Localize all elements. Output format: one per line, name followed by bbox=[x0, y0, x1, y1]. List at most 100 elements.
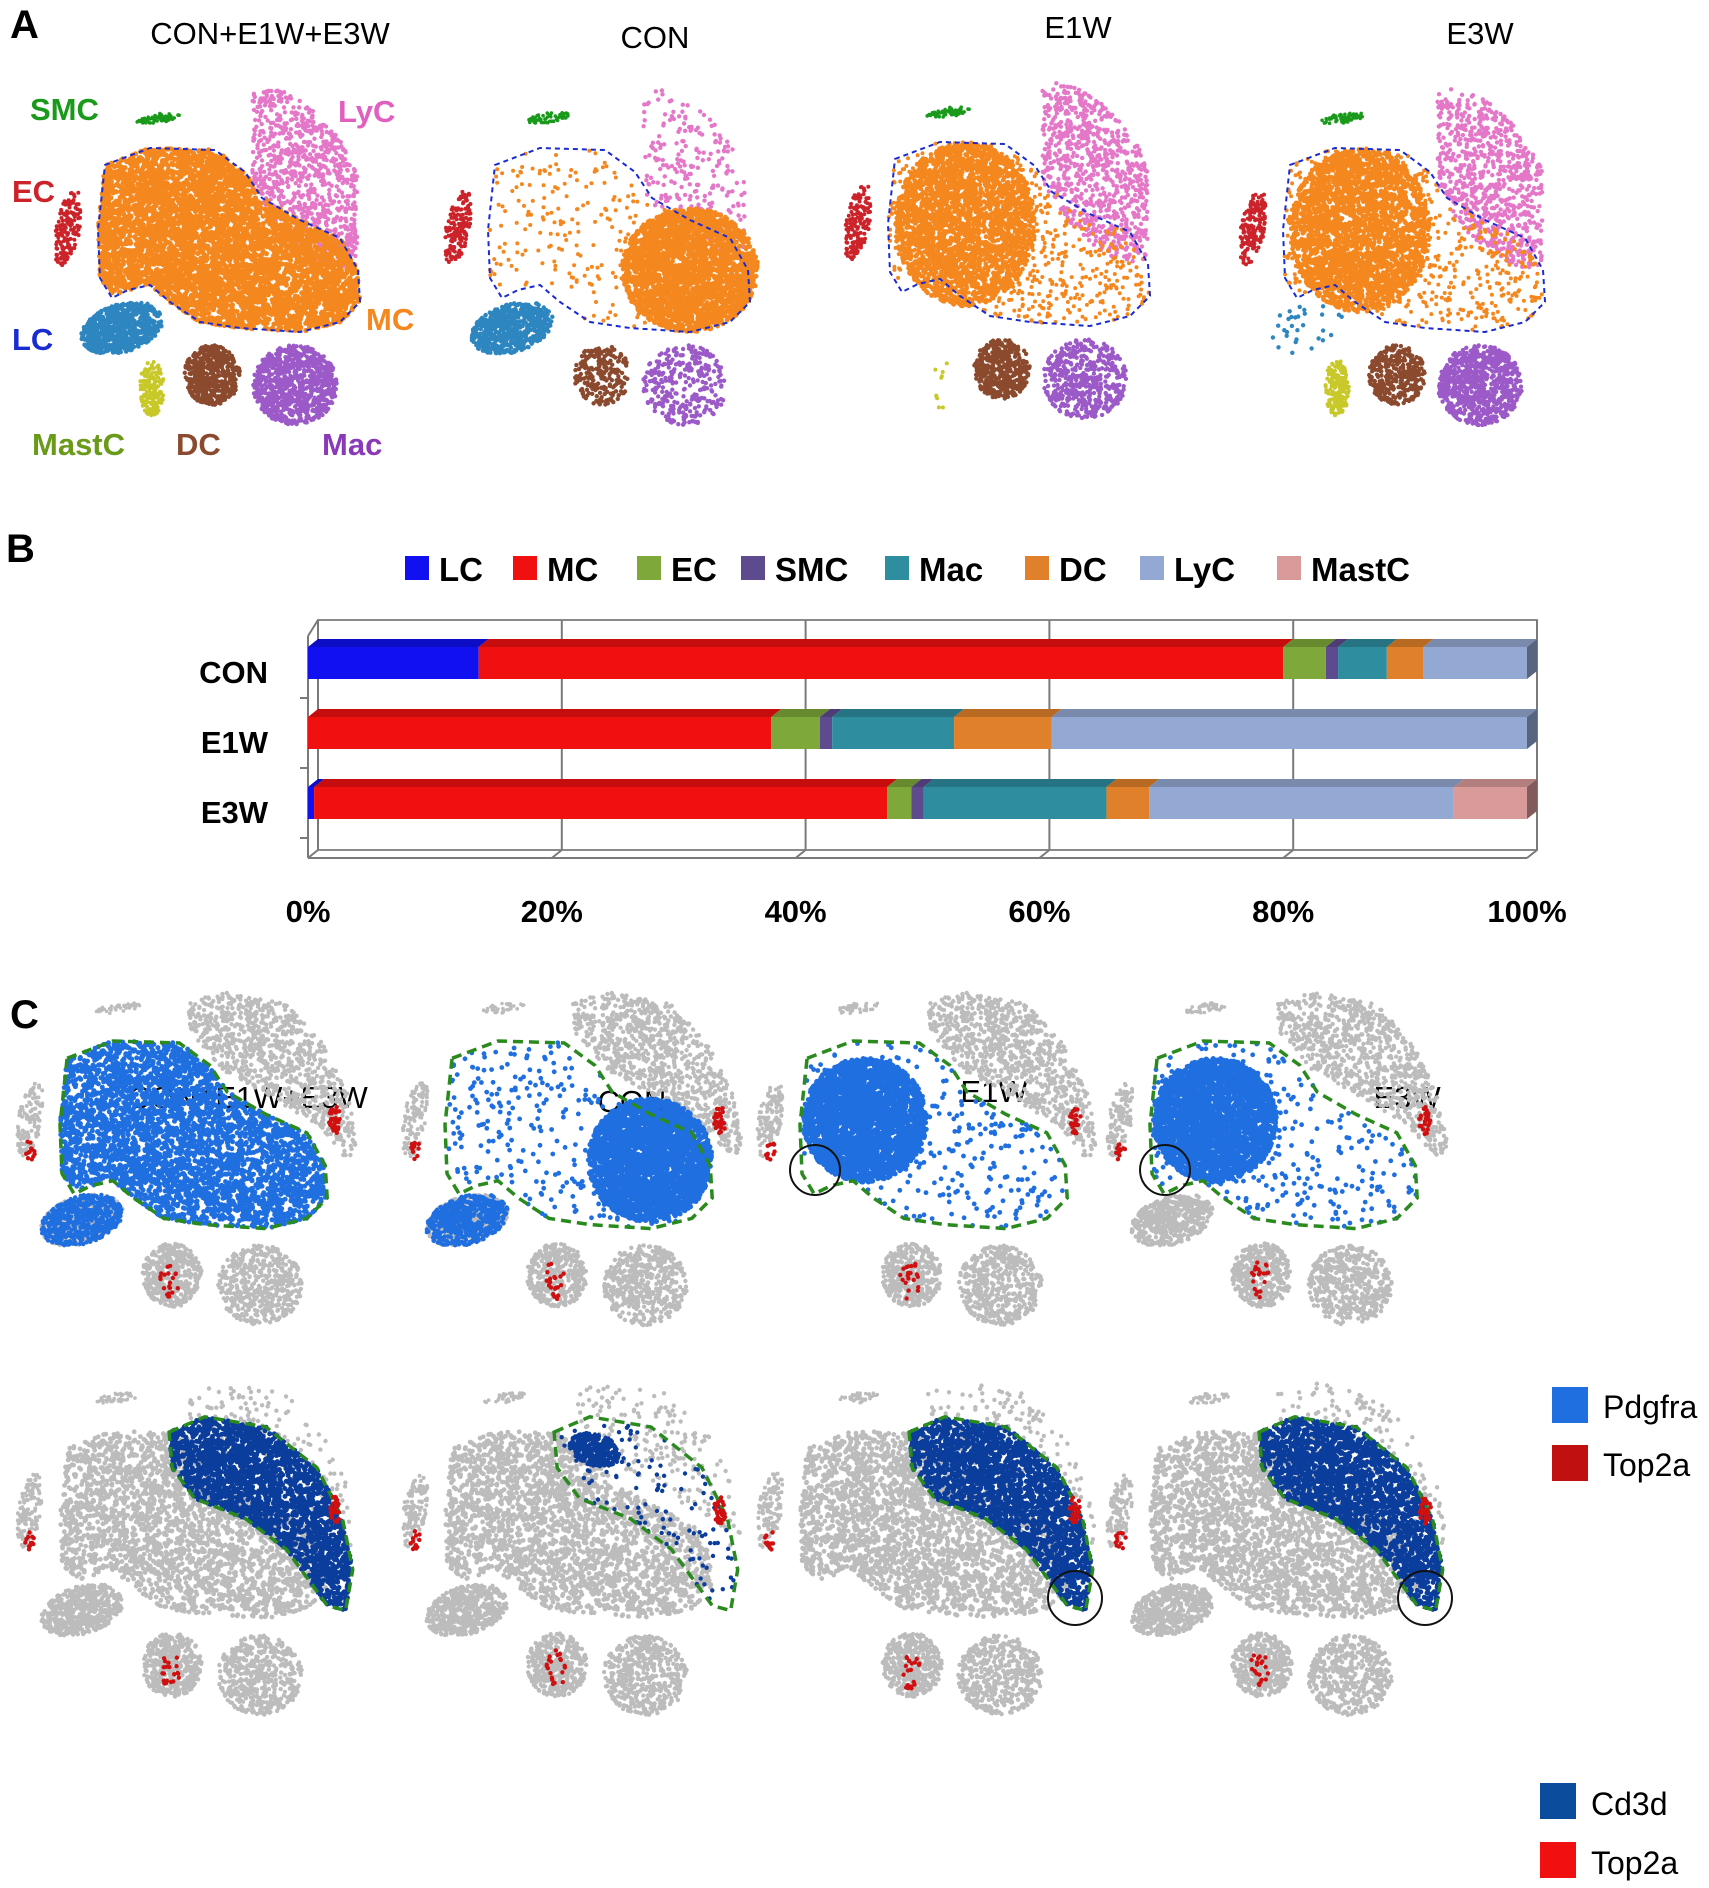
gray-dc-cells-points bbox=[525, 1242, 589, 1309]
gray-ec-cells bbox=[15, 1081, 45, 1158]
x-tick-label: 20% bbox=[521, 894, 583, 929]
cd3d-points bbox=[908, 1416, 1094, 1612]
cd3d-outline bbox=[167, 1414, 355, 1613]
label-mc: MC bbox=[366, 302, 414, 337]
top2a-points-ec-points bbox=[1114, 1142, 1128, 1162]
bar-top-mc bbox=[478, 639, 1294, 647]
x-tick-label: 0% bbox=[286, 894, 331, 929]
cluster-ec bbox=[1238, 192, 1268, 267]
gray-lc-cells bbox=[424, 1582, 509, 1638]
top2a-points-ec-points bbox=[1113, 1530, 1128, 1551]
cluster-mastc-points bbox=[1323, 359, 1351, 418]
tsne-c-plot-r2-c4 bbox=[1105, 1381, 1453, 1718]
pdgfra-points bbox=[58, 1039, 329, 1230]
legend-swatch-top2a-1 bbox=[1552, 1445, 1588, 1481]
gray-mac-cells bbox=[1306, 1633, 1394, 1718]
gray-mac-cells-points bbox=[956, 1633, 1044, 1717]
panel-b-letter: B bbox=[6, 527, 35, 571]
cluster-mc-dense bbox=[1288, 146, 1432, 315]
bar-e3w-lyc bbox=[1149, 787, 1454, 819]
bar-e3w-mc bbox=[314, 787, 888, 819]
cluster-lc bbox=[79, 300, 164, 356]
gray-mac-cells bbox=[601, 1634, 689, 1717]
bar-top-dc bbox=[1386, 639, 1434, 647]
gray-ec-cells bbox=[1105, 1473, 1134, 1548]
pdgfra-lc-points bbox=[39, 1192, 124, 1248]
cluster-dc bbox=[573, 344, 630, 407]
top2a-points-dc-points bbox=[158, 1263, 181, 1299]
gray-smc-cells bbox=[1185, 1001, 1227, 1015]
top2a-points-dc bbox=[544, 1648, 568, 1687]
cluster-mac bbox=[641, 343, 727, 427]
highlight-circle bbox=[1047, 1570, 1103, 1626]
top2a-points bbox=[328, 1494, 342, 1524]
label-dc: DC bbox=[176, 427, 221, 462]
legend-label-pdgfra: Pdgfra bbox=[1603, 1389, 1697, 1425]
pdgfra-lc-points-points bbox=[424, 1193, 510, 1248]
cluster-smc bbox=[925, 105, 971, 119]
gray-dc-cells bbox=[1230, 1241, 1293, 1309]
pdgfra-dense-points bbox=[1150, 1055, 1279, 1185]
gray-dc-cells bbox=[525, 1242, 589, 1309]
legend-swatch-cd3d bbox=[1540, 1783, 1576, 1819]
bar-top-ec bbox=[771, 709, 830, 717]
tsne-c-plot-r2-c3 bbox=[756, 1383, 1103, 1717]
top2a-points-points bbox=[327, 1104, 342, 1136]
gray-ec-cells-points bbox=[401, 1473, 430, 1549]
cluster-lyc-points bbox=[250, 88, 360, 269]
cluster-lyc-points bbox=[1040, 80, 1150, 264]
cd3d-dense bbox=[567, 1431, 622, 1469]
cluster-smc bbox=[527, 110, 570, 125]
gray-ec-cells-points bbox=[401, 1081, 430, 1159]
tsne-c-plot-r2-c2 bbox=[401, 1384, 742, 1717]
cluster-dc bbox=[182, 343, 242, 407]
gray-dc-cells-points bbox=[141, 1632, 204, 1699]
bar-e1w-ec bbox=[771, 717, 820, 749]
gray-ec-cells bbox=[755, 1084, 785, 1159]
gray-lyc-cells bbox=[575, 1384, 742, 1548]
bar-e3w-smc bbox=[911, 787, 924, 819]
gray-lc-cells-points bbox=[424, 1582, 509, 1638]
gray-mac-cells-points bbox=[602, 1243, 689, 1328]
legend-label-mac: Mac bbox=[919, 551, 983, 588]
tsne-a-plot-3 bbox=[843, 80, 1152, 421]
cluster-ec-points bbox=[1238, 192, 1268, 267]
legend-swatch-smc bbox=[741, 556, 765, 580]
cluster-mc-dense bbox=[620, 206, 760, 334]
label-lyc: LyC bbox=[338, 94, 395, 129]
cluster-mc-dense-points bbox=[620, 206, 760, 334]
top2a-points-dc-points bbox=[901, 1655, 922, 1691]
gray-ec-cells-points bbox=[15, 1081, 45, 1158]
label-mac: Mac bbox=[322, 427, 382, 462]
bar-top-mac bbox=[1338, 639, 1397, 647]
highlight-circle bbox=[789, 1144, 841, 1196]
gray-mac-cells bbox=[1306, 1243, 1394, 1327]
cluster-dc-points bbox=[972, 338, 1032, 401]
gray-mac-cells-points bbox=[1306, 1633, 1394, 1718]
legend-label-lc: LC bbox=[439, 551, 483, 588]
pdgfra-dense bbox=[801, 1055, 929, 1185]
cluster-ec bbox=[843, 184, 873, 262]
bar-e1w-lyc bbox=[1051, 717, 1527, 749]
cluster-smc-points bbox=[135, 111, 181, 125]
pdgfra-lc-points bbox=[424, 1193, 510, 1248]
highlight-circle bbox=[1397, 1570, 1453, 1626]
top2a-points bbox=[712, 1106, 727, 1136]
cluster-lyc-points bbox=[1435, 87, 1545, 270]
gray-ec-cells bbox=[756, 1471, 785, 1549]
bar-top-mc bbox=[308, 709, 782, 717]
cluster-mastc bbox=[138, 360, 166, 418]
bar-top-smc bbox=[1325, 639, 1349, 647]
gray-lyc-cells bbox=[571, 990, 743, 1155]
gray-smc-cells bbox=[95, 1391, 137, 1405]
cluster-ec bbox=[53, 190, 83, 268]
bar-e3w-mac bbox=[923, 787, 1107, 819]
legend-swatch-mc bbox=[513, 556, 537, 580]
gray-dc-cells bbox=[880, 1241, 943, 1309]
cluster-lyc bbox=[641, 88, 750, 267]
gray-mac-cells bbox=[216, 1243, 304, 1327]
bar-top-dc bbox=[1106, 779, 1160, 787]
bar-con-lc bbox=[308, 647, 479, 679]
legend-label-smc: SMC bbox=[775, 551, 848, 588]
tsne-c-plot-r2-c1 bbox=[15, 1385, 355, 1717]
